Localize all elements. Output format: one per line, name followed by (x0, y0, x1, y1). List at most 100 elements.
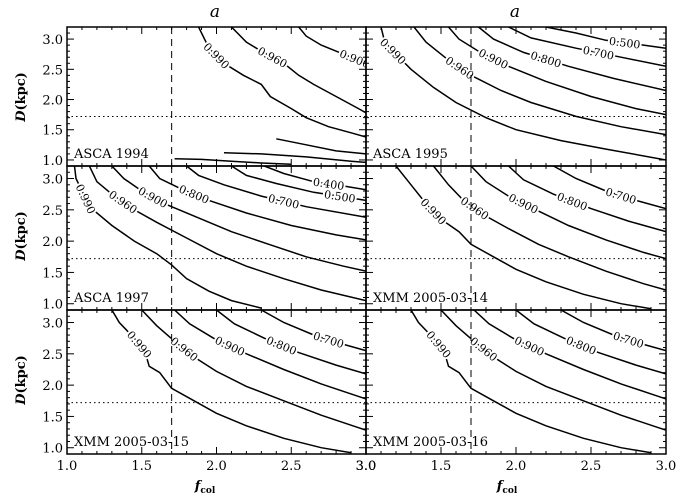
y-tick-label: 1.5 (42, 410, 63, 425)
contour-line (508, 27, 666, 68)
contour-label: 0.800 (529, 49, 563, 71)
y-axis-label-middle: D(kpc) (14, 211, 29, 262)
contour-line (507, 166, 666, 233)
y-tick-label: 1.0 (42, 298, 63, 313)
panel-label: ASCA 1995 (372, 147, 448, 162)
contour-line (223, 151, 366, 164)
y-axis-label-symbol: D (14, 249, 29, 262)
contour-group: 0.990 0.960 0.900 0.800 0.700 (410, 310, 666, 454)
contour-label: 0.960 (106, 188, 139, 217)
contour-label: 0.990 (377, 36, 408, 68)
y-tick-label: 1.5 (42, 266, 63, 281)
panel-label: XMM 2005-03-16 (373, 435, 488, 450)
contour-group: 0.990 0.960 0.900 0.800 0.700 (395, 166, 666, 310)
panel-frame (365, 165, 667, 311)
contour-label: 0.700 (611, 329, 645, 351)
y-axis-label-symbol: D (14, 110, 29, 123)
contour-label: 0.960 (458, 194, 491, 223)
contour-label: 0.400 (312, 176, 345, 193)
contour-line (174, 310, 366, 400)
svg-text:fcol: fcol (194, 479, 216, 496)
contour-label: 0.800 (264, 334, 298, 358)
x-axis-label-left: fcol (194, 479, 216, 496)
panel-label: ASCA 1994 (73, 147, 149, 162)
y-axis-label-unit: (kpc) (14, 355, 29, 393)
contour-label: 0.800 (555, 190, 589, 213)
contour-line (395, 166, 652, 310)
y-tick-label: 2.5 (42, 63, 63, 78)
x-tick-label: 2.5 (581, 459, 602, 474)
y-tick-label: 2.0 (42, 379, 63, 394)
contour-line (473, 310, 666, 400)
contour-line (553, 166, 666, 210)
contour-line (148, 166, 366, 241)
contour-label: 0.700 (604, 185, 638, 207)
contour-line (88, 166, 366, 302)
x-tick-label: 3.0 (356, 459, 377, 474)
contour-line (197, 27, 366, 138)
y-tick-label: 2.5 (42, 348, 63, 363)
svg-text:fcol: fcol (496, 479, 518, 496)
x-tick-label: 3.0 (656, 459, 677, 474)
contour-label: 0.700 (267, 192, 301, 212)
contour-group: 0.990 0.960 0.900 0.800 0.700 (111, 310, 366, 454)
contour-line (413, 27, 666, 136)
contour-label: 0.990 (73, 182, 98, 216)
y-axis-label-unit: (kpc) (14, 211, 29, 249)
y-tick-label: 3.0 (42, 317, 63, 332)
contour-label: 0.900 (506, 191, 540, 217)
contour-line (470, 166, 666, 260)
contour-label: 0.990 (418, 196, 449, 228)
x-tick-label: 2.0 (206, 459, 227, 474)
panel-label: ASCA 1997 (73, 291, 149, 306)
contour-label: 0.960 (168, 335, 201, 365)
y-tick-label: 3.0 (42, 173, 63, 188)
y-axis-label-top: D(kpc) (14, 72, 29, 123)
y-tick-label: 1.0 (42, 154, 63, 169)
contour-line (298, 27, 366, 64)
y-axis-label-bottom: D(kpc) (14, 355, 29, 406)
x-axis-label-right: fcol (496, 479, 518, 496)
panel-4: 0.990 0.960 0.900 0.800 0.700 XMM 2005-03-14 (365, 165, 667, 311)
contour-line (186, 166, 366, 219)
x-axis-label-symbol: f (194, 479, 203, 494)
contour-line (141, 310, 366, 431)
contour-line (276, 138, 366, 155)
contour-label: 0.800 (564, 334, 598, 358)
contour-line (447, 27, 666, 116)
contour-label: 0.960 (467, 335, 500, 365)
x-tick-label: 1.5 (131, 459, 152, 474)
x-axis-label-symbol: f (496, 479, 505, 494)
svg-text:D(kpc): D(kpc) (14, 355, 29, 406)
panel-label: XMM 2005-03-15 (74, 435, 189, 450)
contour-line (230, 27, 366, 114)
contour-label: 0.960 (255, 44, 289, 70)
contour-line (515, 310, 666, 375)
y-axis-label-symbol: D (14, 393, 29, 406)
contour-line (440, 310, 666, 431)
y-tick-label: 1.0 (42, 442, 63, 457)
contour-line (73, 166, 262, 309)
y-tick-label: 2.0 (42, 235, 63, 250)
y-tick-label: 2.5 (42, 204, 63, 219)
y-tick-label: 2.0 (42, 94, 63, 109)
x-axis-label-subscript: col (502, 486, 517, 496)
svg-text:D(kpc): D(kpc) (14, 211, 29, 262)
contour-line (174, 157, 292, 165)
contour-label: 0.900 (512, 334, 546, 359)
contour-line (380, 27, 666, 161)
contour-line (216, 310, 366, 375)
contour-line (264, 166, 366, 191)
contour-label: 0.700 (311, 329, 345, 351)
contour-group: 0.990 0.960 0.900 (174, 27, 366, 165)
panel-6: 0.990 0.960 0.900 0.800 0.700 3.0 1.5 2.0 2.5 3.0… (356, 309, 677, 474)
svg-text:D(kpc): D(kpc) (14, 72, 29, 123)
contour-label: 0.900 (476, 46, 510, 72)
x-tick-label: 2.0 (506, 459, 527, 474)
contour-line (478, 27, 666, 92)
x-tick-label: 3.0 (356, 459, 377, 474)
